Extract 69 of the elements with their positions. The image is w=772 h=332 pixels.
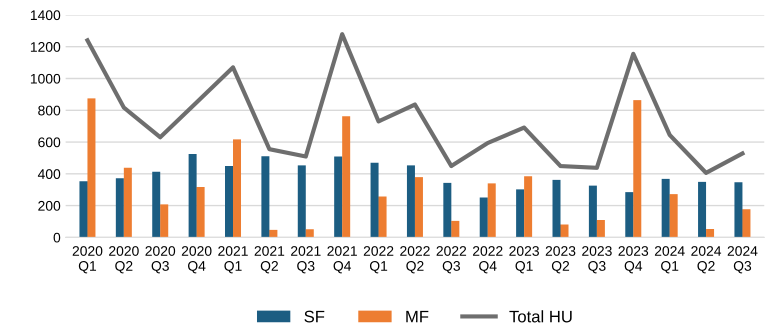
bar — [269, 230, 278, 238]
bar — [662, 178, 670, 238]
bar — [633, 100, 642, 238]
bar — [87, 98, 96, 238]
y-tick-label: 1000 — [30, 74, 60, 84]
x-tick-label: 2021 Q1 — [218, 246, 248, 274]
x-tick-label: 2024 Q1 — [654, 246, 685, 274]
line-series — [85, 32, 745, 175]
x-tick-label: 2023 Q4 — [618, 246, 648, 274]
bar — [378, 196, 387, 238]
x-tick-label: 2020 Q3 — [145, 246, 176, 274]
x-tick-label: 2020 Q4 — [182, 246, 212, 274]
bar — [261, 156, 270, 238]
x-tick-label: 2022 Q1 — [364, 246, 394, 274]
bar — [552, 180, 561, 238]
bar — [625, 192, 634, 238]
bar — [734, 182, 742, 238]
x-tick-label: 2024 Q3 — [728, 246, 758, 274]
x-tick-label: 2022 Q3 — [436, 246, 466, 274]
y-tick-label: 600 — [38, 137, 60, 148]
bar — [298, 165, 306, 238]
bar — [596, 220, 605, 238]
bar — [742, 209, 750, 238]
y-tick-label: 1400 — [30, 10, 60, 20]
bar — [488, 183, 496, 238]
x-tick-label: 2023 Q1 — [509, 246, 539, 274]
bar — [79, 181, 88, 238]
bar — [196, 187, 205, 238]
x-tick-label: 2020 Q2 — [109, 246, 139, 274]
bar — [116, 178, 124, 238]
bar — [370, 162, 379, 238]
bar — [560, 224, 569, 238]
bar — [451, 220, 460, 238]
x-tick-label: 2021 Q2 — [254, 246, 284, 274]
bar — [524, 176, 532, 238]
bar — [188, 154, 197, 238]
bar — [233, 139, 242, 238]
x-tick-label: 2023 Q2 — [546, 246, 576, 274]
x-tick-label: 2021 Q3 — [291, 246, 321, 274]
y-tick-label: 0 — [54, 232, 60, 243]
bar — [698, 182, 706, 238]
x-tick-label: 2021 Q4 — [327, 246, 357, 274]
bar — [225, 166, 234, 238]
bar — [152, 172, 160, 238]
x-tick-label: 2022 Q4 — [472, 246, 502, 274]
bar — [342, 116, 350, 238]
x-tick-label: 2024 Q2 — [691, 246, 722, 274]
bar — [480, 198, 488, 238]
bar — [334, 156, 342, 238]
bar — [306, 229, 314, 238]
y-tick-label: 400 — [38, 169, 60, 179]
bar — [414, 177, 423, 238]
bar — [588, 186, 597, 238]
bar — [706, 228, 714, 238]
bar — [124, 168, 132, 238]
bar — [406, 165, 415, 238]
bar — [670, 194, 678, 238]
bar — [516, 189, 524, 238]
y-tick-label: 200 — [38, 200, 60, 211]
x-tick-label: 2023 Q3 — [582, 246, 612, 274]
legend-label: Total HU — [509, 310, 572, 322]
x-tick-label: 2020 Q1 — [72, 246, 102, 274]
y-tick-label: 800 — [38, 106, 60, 116]
bar — [443, 182, 452, 238]
bar — [160, 204, 168, 238]
legend-label: MF — [406, 310, 428, 322]
y-tick-label: 1200 — [30, 42, 60, 52]
x-tick-label: 2022 Q2 — [400, 246, 430, 274]
legend-label: SF — [304, 310, 324, 322]
